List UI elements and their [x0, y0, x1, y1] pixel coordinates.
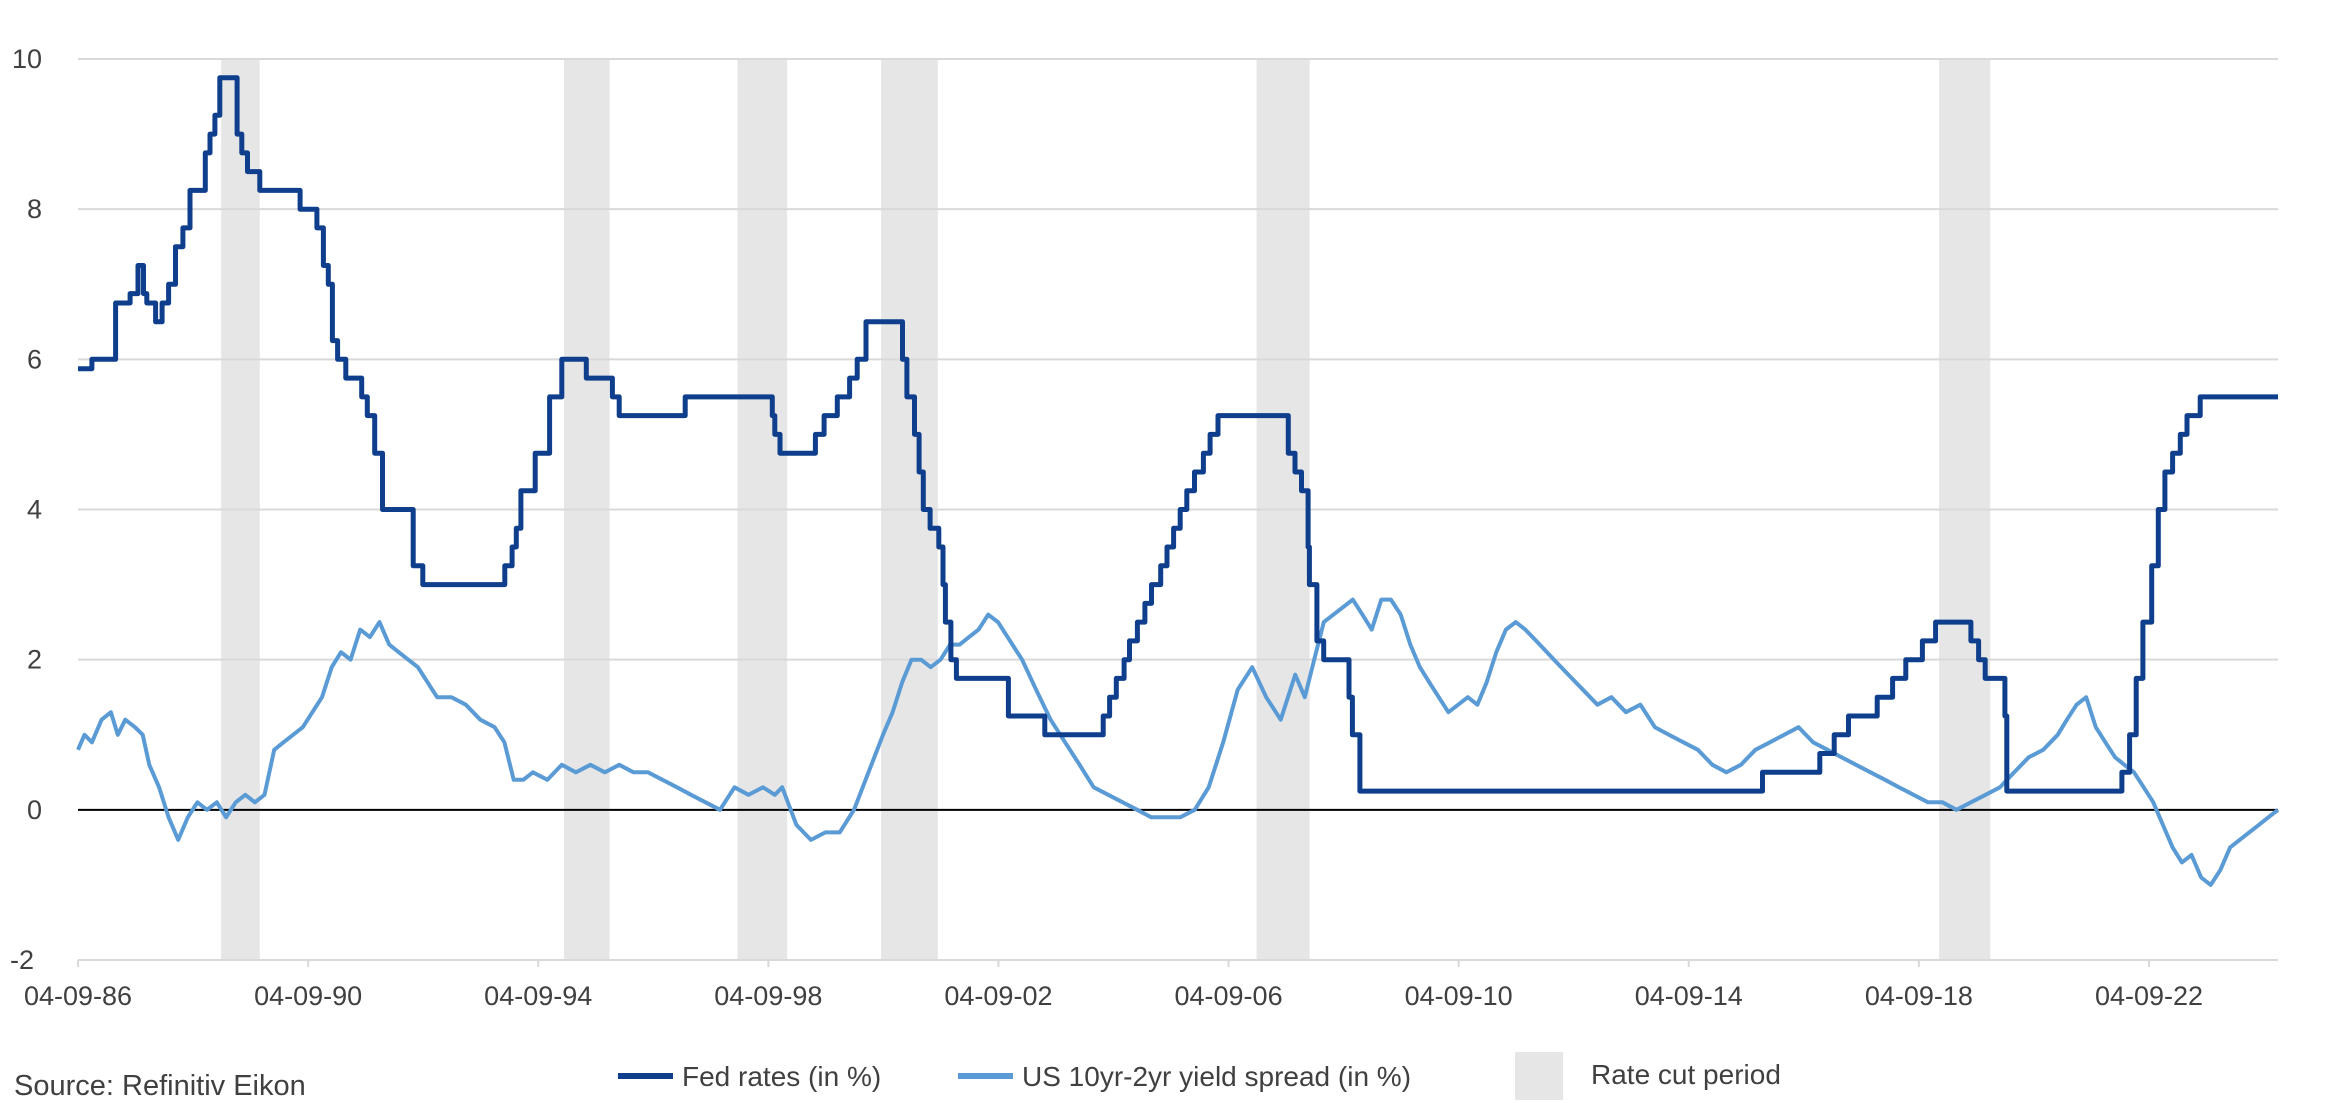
legend-label-rate-cut: Rate cut period [1591, 1059, 1781, 1090]
x-tick-label-2: 04-09-90 [254, 981, 362, 1011]
legend-label-yield-spread: US 10yr-2yr yield spread (in %) [1022, 1061, 1411, 1092]
x-tick-label-5: 04-09-02 [944, 981, 1052, 1011]
x-tick-label-3: 04-09-94 [484, 981, 592, 1011]
x-tick-label-1: 04-09-86 [24, 981, 132, 1011]
y-tick-label-0: 0 [27, 795, 42, 825]
fed-rates-line [78, 75, 2278, 794]
series-lines [76, 75, 2280, 887]
yield-spread-line [76, 597, 2280, 887]
y-tick-label-4: 4 [27, 495, 42, 525]
y-tick-label-8: 8 [27, 194, 42, 224]
x-tick-label-6: 04-09-06 [1175, 981, 1283, 1011]
legend-swatch-rate-cut [1515, 1052, 1563, 1100]
x-tick-label-8: 04-09-14 [1635, 981, 1743, 1011]
x-tick-label-7: 04-09-10 [1405, 981, 1513, 1011]
y-tick-label-6: 6 [27, 344, 42, 374]
y-axis-ticks: 10 8 6 4 2 0 -2 [10, 44, 42, 975]
y-tick-label-2: 2 [27, 645, 42, 675]
source-note: Source: Refinitiv Eikon [14, 1070, 306, 1102]
legend: Fed rates (in %) US 10yr-2yr yield sprea… [618, 1052, 1781, 1100]
y-tick-label-10: 10 [12, 44, 42, 74]
x-axis-ticks: 04-09-86 04-09-90 04-09-94 04-09-98 04-09-02… [24, 960, 2203, 1011]
y-tick-label--2: -2 [10, 945, 34, 975]
x-tick-label-9: 04-09-18 [1865, 981, 1973, 1011]
x-tick-label-4: 04-09-98 [714, 981, 822, 1011]
x-tick-label-10: 04-09-22 [2095, 981, 2203, 1011]
legend-label-fed-rates: Fed rates (in %) [682, 1061, 881, 1092]
